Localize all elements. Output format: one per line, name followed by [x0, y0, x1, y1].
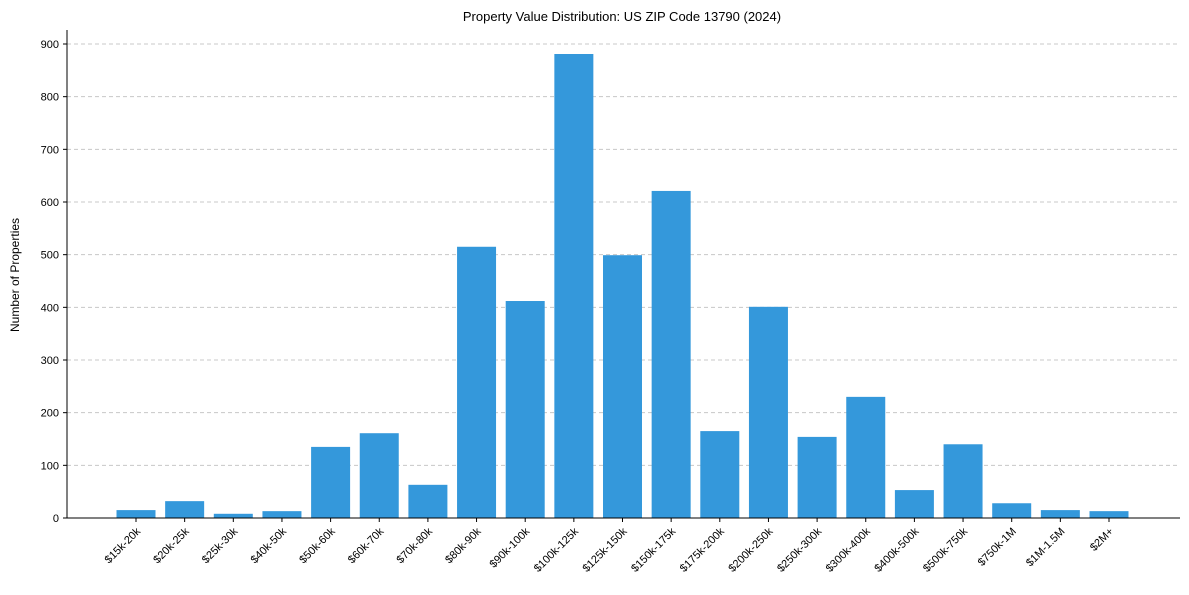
x-tick-label: $1M-1.5M [1024, 526, 1068, 570]
bar [554, 54, 594, 519]
y-tick-label: 800 [41, 92, 59, 104]
bar [797, 436, 837, 518]
x-tick-label: $175k-200k [678, 525, 727, 574]
x-tick-label: $50k-60k [297, 525, 338, 566]
x-tick-label: $25k-30k [200, 525, 241, 566]
y-axis-ticks: 0 100 200 300 400 500 600 700 800 900 [41, 39, 67, 525]
bar [1089, 511, 1129, 518]
bar [700, 431, 740, 518]
x-tick-label: $20k-25k [151, 525, 192, 566]
chart-title: Property Value Distribution: US ZIP Code… [463, 9, 781, 24]
x-tick-label: $150k-175k [629, 525, 678, 574]
x-tick-label: $300k-400k [824, 525, 873, 574]
y-axis-label: Number of Properties [8, 218, 22, 332]
y-tick-label: 900 [41, 39, 59, 51]
y-tick-label: 100 [41, 460, 59, 472]
y-tick-label: 700 [41, 144, 59, 156]
bar [408, 484, 448, 518]
bar [651, 190, 691, 518]
x-tick-label: $70k-80k [395, 525, 436, 566]
bar [262, 511, 302, 518]
bar [943, 444, 983, 518]
bar [457, 246, 497, 518]
bar [603, 255, 642, 518]
x-tick-label: $400k-500k [872, 525, 921, 574]
x-tick-label: $750k-1M [976, 526, 1019, 569]
bar [116, 510, 156, 518]
x-tick-label: $100k-125k [532, 525, 581, 574]
y-tick-label: 200 [41, 408, 59, 420]
y-tick-label: 0 [53, 513, 59, 525]
x-tick-label: $90k-100k [488, 525, 533, 570]
bar [165, 501, 205, 518]
y-tick-label: 400 [41, 302, 59, 314]
y-tick-label: 300 [41, 355, 59, 367]
bar [505, 301, 545, 518]
bar [359, 433, 399, 518]
y-tick-label: 600 [41, 197, 59, 209]
bar [748, 306, 788, 518]
bar [894, 490, 934, 518]
x-axis-ticks: $15k-20k $20k-25k $25k-30k $40k-50k $50k-60k… [103, 518, 1116, 575]
x-tick-label: $60k-70k [346, 525, 387, 566]
x-tick-label: $15k-20k [103, 525, 144, 566]
bars [116, 54, 1129, 519]
x-tick-label: $40k-50k [249, 525, 290, 566]
bar [1040, 510, 1080, 518]
bar [311, 446, 351, 518]
x-tick-label: $200k-250k [726, 525, 775, 574]
bar [846, 396, 886, 518]
grid-lines [67, 43, 1180, 466]
x-tick-label: $250k-300k [775, 525, 824, 574]
x-tick-label: $125k-150k [580, 525, 629, 574]
x-tick-label: $80k-90k [443, 525, 484, 566]
bar [213, 513, 253, 518]
x-tick-label: $500k-750k [921, 525, 970, 574]
y-tick-label: 500 [41, 250, 59, 262]
bar [992, 503, 1032, 518]
x-tick-label: $2M+ [1088, 526, 1116, 554]
